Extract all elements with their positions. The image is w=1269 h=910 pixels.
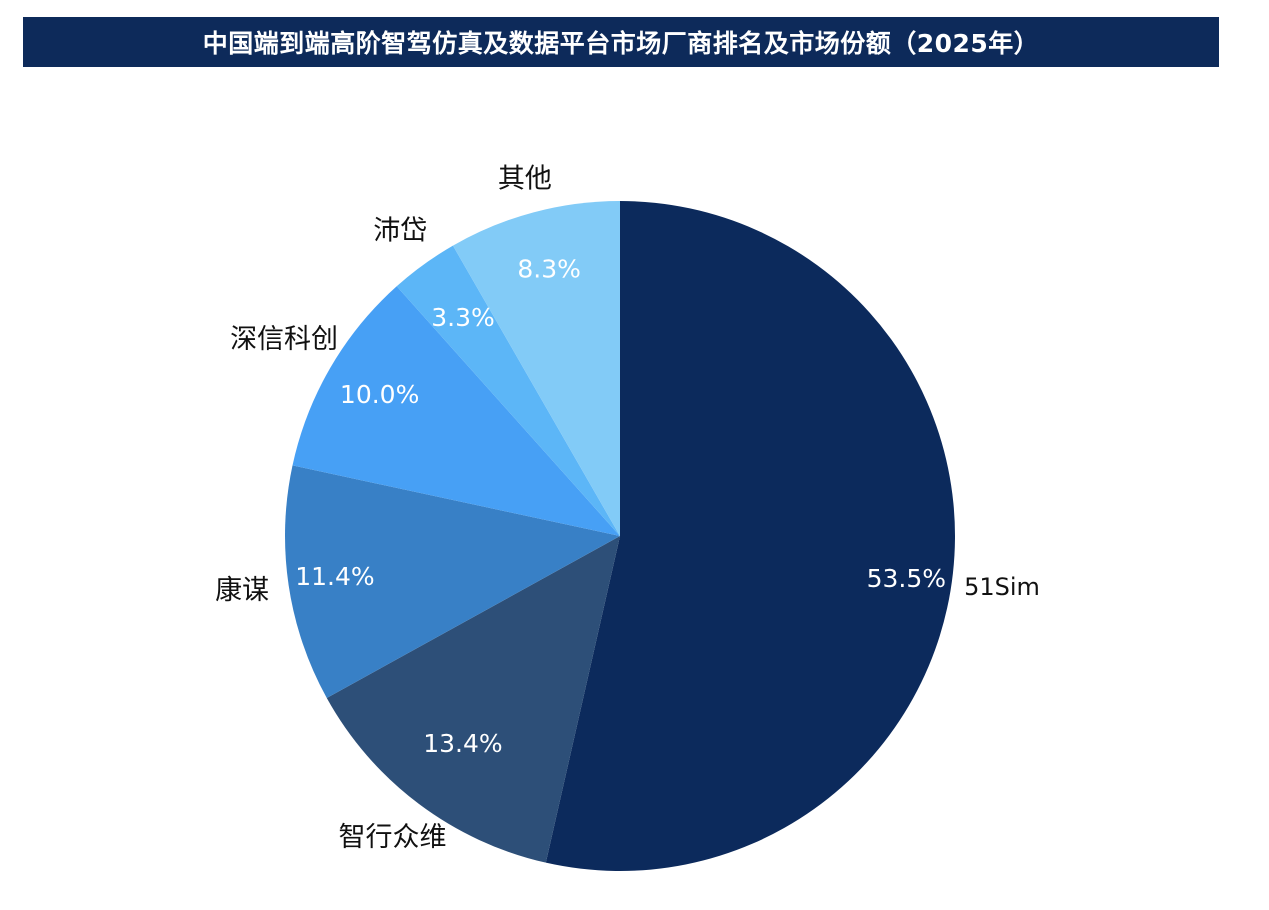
slice-percent-label: 8.3%	[517, 255, 581, 284]
slice-category-label: 康谋	[215, 575, 269, 606]
pie-slice-5	[396, 245, 620, 536]
pie-slice-3	[284, 465, 620, 698]
pie-slice-4	[292, 286, 620, 536]
slice-percent-label: 3.3%	[431, 303, 495, 332]
pie-slice-1	[545, 201, 956, 872]
slice-percent-label: 11.4%	[295, 562, 374, 591]
pie-slice-2	[326, 536, 620, 863]
slice-percent-label: 53.5%	[867, 564, 946, 593]
slice-percent-label: 10.0%	[340, 380, 419, 409]
slice-category-label: 智行众维	[339, 822, 447, 853]
slice-category-label: 其他	[498, 163, 552, 194]
slice-percent-label: 13.4%	[423, 729, 502, 758]
slice-category-label: 沛岱	[373, 215, 427, 246]
chart-title: 中国端到端高阶智驾仿真及数据平台市场厂商排名及市场份额（2025年）	[23, 17, 1219, 67]
slice-category-label: 51Sim	[964, 573, 1040, 601]
slice-category-label: 深信科创	[230, 324, 338, 355]
pie-slice-6	[452, 201, 620, 536]
